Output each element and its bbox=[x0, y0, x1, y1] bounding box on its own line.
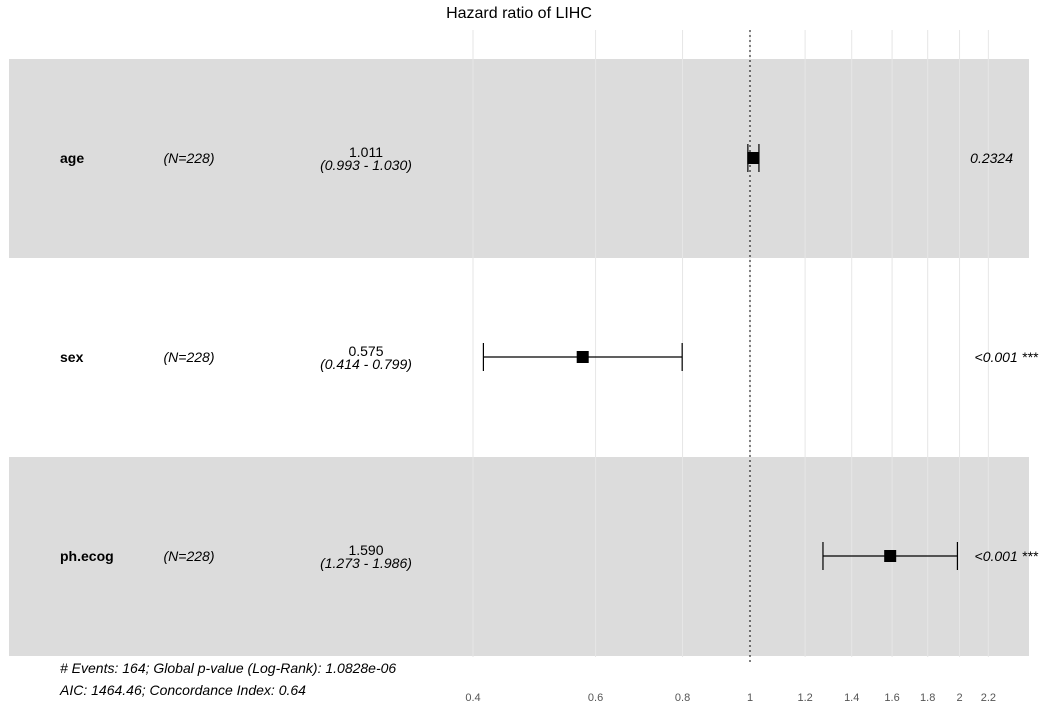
chart-title: Hazard ratio of LIHC bbox=[446, 5, 592, 22]
hr-label: 0.575 bbox=[348, 343, 383, 359]
row-band bbox=[9, 59, 1029, 258]
x-tick-label: 1.2 bbox=[797, 692, 812, 704]
ci-label: (0.414 - 0.799) bbox=[320, 356, 412, 372]
x-tick-label: 2 bbox=[956, 692, 962, 704]
n-label: (N=228) bbox=[164, 548, 215, 564]
variable-label: age bbox=[60, 150, 84, 166]
p-value-label: 0.2324 bbox=[970, 150, 1013, 166]
x-tick-label: 1.6 bbox=[884, 692, 899, 704]
p-value-label: <0.001 *** bbox=[975, 548, 1039, 564]
hr-label: 1.590 bbox=[348, 542, 383, 558]
x-tick-label: 2.2 bbox=[981, 692, 996, 704]
x-tick-label: 0.8 bbox=[675, 692, 690, 704]
rows: age (N=228) 1.011(0.993 - 1.030) 0.2324 sex (… bbox=[60, 144, 1039, 571]
x-tick-label: 0.6 bbox=[588, 692, 603, 704]
row-sex: sex (N=228) 0.575(0.414 - 0.799) <0.001 *** bbox=[60, 343, 1039, 372]
hr-point bbox=[747, 152, 760, 164]
row-ph-ecog: ph.ecog (N=228) 1.590(1.273 - 1.986) <0.001… bbox=[60, 542, 1039, 571]
x-tick-label: 1.8 bbox=[920, 692, 935, 704]
p-value-label: <0.001 *** bbox=[975, 349, 1039, 365]
hr-point bbox=[884, 550, 897, 562]
variable-label: sex bbox=[60, 349, 84, 365]
variable-label: ph.ecog bbox=[60, 548, 114, 564]
hr-point bbox=[576, 351, 589, 363]
footer-events: # Events: 164; Global p-value (Log-Rank)… bbox=[60, 660, 396, 676]
n-label: (N=228) bbox=[164, 349, 215, 365]
ci-label: (0.993 - 1.030) bbox=[320, 157, 412, 173]
ci-label: (1.273 - 1.986) bbox=[320, 555, 412, 571]
x-tick-label: 1 bbox=[747, 692, 753, 704]
n-label: (N=228) bbox=[164, 150, 215, 166]
x-tick-label: 0.4 bbox=[465, 692, 480, 704]
x-tick-label: 1.4 bbox=[844, 692, 859, 704]
footer-aic: AIC: 1464.46; Concordance Index: 0.64 bbox=[59, 682, 306, 698]
hr-label: 1.011 bbox=[349, 144, 383, 160]
x-ticks: 0.4 0.6 0.8 1 1.2 1.4 1.6 1.8 2 2.2 bbox=[465, 692, 996, 704]
row-age: age (N=228) 1.011(0.993 - 1.030) 0.2324 bbox=[60, 144, 1013, 173]
